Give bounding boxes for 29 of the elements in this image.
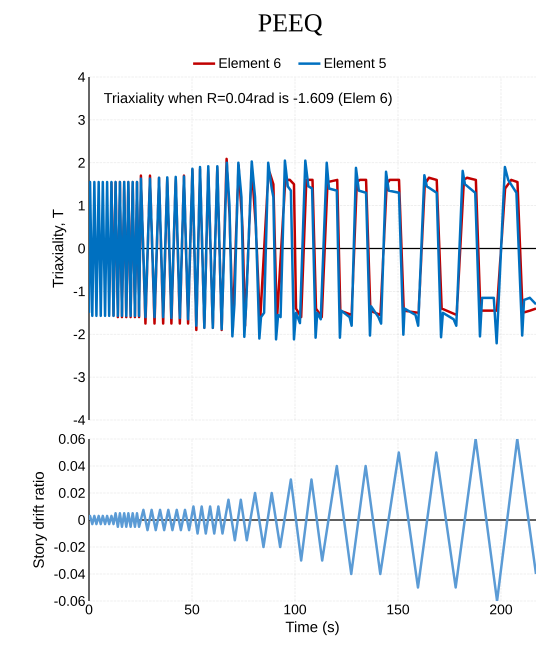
y-axis-title: Story drift ratio bbox=[32, 472, 47, 568]
y-tick-label: 0 bbox=[78, 515, 85, 525]
x-tick-label: 200 bbox=[490, 604, 512, 614]
line-series bbox=[89, 438, 536, 602]
y-tick-label: -3 bbox=[74, 372, 85, 382]
x-tick-label: 50 bbox=[184, 604, 200, 614]
y-tick-label: 0.04 bbox=[58, 461, 86, 471]
y-tick-label: 3 bbox=[78, 114, 85, 125]
y-tick-label: 0.02 bbox=[58, 488, 85, 498]
x-axis-title: Time (s) bbox=[286, 621, 339, 636]
y-tick-label: -1 bbox=[74, 286, 85, 296]
legend-label: Element 6 bbox=[220, 58, 281, 68]
y-tick-label: -0.04 bbox=[54, 569, 86, 579]
y-tick-label: -4 bbox=[74, 415, 86, 425]
y-tick-label: 0 bbox=[78, 244, 85, 254]
y-tick-label: 0.06 bbox=[58, 434, 85, 444]
chart-title: PEEQ bbox=[258, 14, 322, 36]
y-tick-label: 1 bbox=[78, 200, 85, 210]
x-tick-label: 0 bbox=[86, 604, 92, 614]
x-tick-label: 150 bbox=[387, 604, 410, 614]
legend-label: Element 5 bbox=[324, 58, 386, 68]
annotation: Triaxiality when R=0.04rad is -1.609 (Elem 6) bbox=[104, 92, 392, 106]
x-tick-label: 100 bbox=[284, 604, 306, 614]
y-tick-label: 4 bbox=[78, 72, 86, 82]
y-axis-title: Triaxiality, T bbox=[52, 209, 66, 288]
y-tick-label: 2 bbox=[78, 158, 85, 168]
y-tick-label: -0.02 bbox=[54, 542, 85, 552]
y-tick-label: -0.06 bbox=[54, 596, 85, 606]
y-tick-label: -2 bbox=[74, 329, 85, 340]
